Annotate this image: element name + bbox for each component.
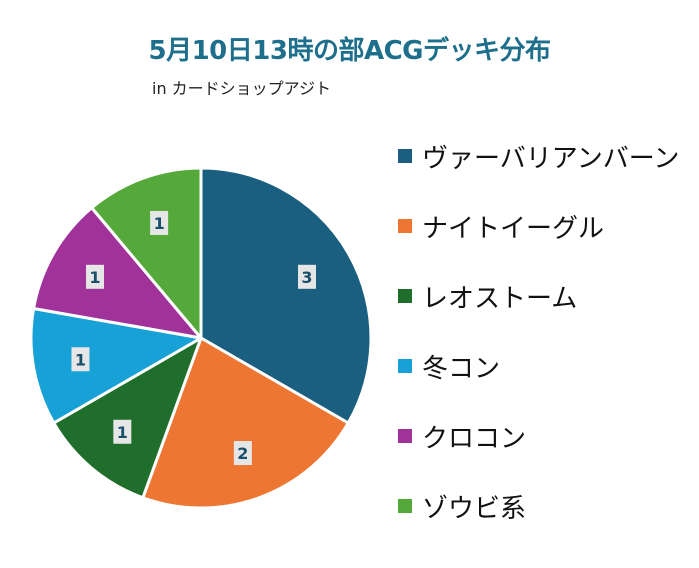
data-label-box: [85, 264, 104, 289]
data-label-box: [150, 210, 169, 235]
data-label-box: [233, 441, 252, 466]
legend-swatch: [398, 499, 412, 513]
legend-item-3: レオストーム: [398, 276, 679, 316]
data-label-box: [298, 264, 317, 289]
legend-label: クロコン: [422, 423, 527, 454]
legend-label: ゾウビ系: [422, 493, 527, 524]
chart-title: 5月10日13時の部ACGデッキ分布: [148, 36, 552, 66]
legend-swatch: [398, 289, 412, 303]
legend-swatch: [398, 219, 412, 233]
legend-label: 冬コン: [422, 353, 501, 384]
pie-data-labels: 3 2 1 1 1 1: [71, 210, 317, 466]
pie-slice-6: [90, 166, 203, 340]
data-label-6: 1: [150, 210, 169, 235]
chart-subtitle: in カードショップアジト: [152, 79, 332, 98]
legend-item-5: クロコン: [398, 416, 679, 456]
data-label-3: 1: [113, 419, 132, 444]
data-label-box: [71, 347, 90, 372]
pie-slice-5: [32, 206, 203, 340]
pie-slice-4: [29, 306, 203, 425]
pie-slice-2: [141, 336, 350, 510]
data-label-2: 2: [233, 441, 252, 466]
legend-label: ヴァーバリアンバーン: [422, 143, 680, 174]
legend-swatch: [398, 429, 412, 443]
legend-item-6: ゾウビ系: [398, 486, 679, 526]
pie-slice-1: [199, 166, 373, 425]
data-label-1: 3: [298, 264, 317, 289]
data-label-4: 1: [71, 347, 90, 372]
legend-item-1: ヴァーバリアンバーン: [398, 136, 679, 176]
pie-slice-3: [52, 336, 203, 500]
data-label-5: 1: [85, 264, 104, 289]
chart-legend: ヴァーバリアンバーン ナイトイーグル レオストーム 冬コンクロコンゾウビ系: [398, 136, 679, 556]
data-label-text: 1: [75, 350, 86, 369]
data-label-text: 1: [117, 423, 128, 442]
data-label-text: 1: [154, 214, 165, 233]
legend-label: ナイトイーグル: [422, 213, 605, 244]
legend-item-4: 冬コン: [398, 346, 679, 386]
data-label-text: 1: [89, 268, 100, 287]
pie-slices: [29, 166, 373, 510]
data-label-text: 2: [237, 444, 248, 463]
legend-swatch: [398, 149, 412, 163]
data-label-box: [113, 419, 132, 444]
legend-swatch: [398, 359, 412, 373]
data-label-text: 3: [301, 268, 312, 287]
legend-item-2: ナイトイーグル: [398, 206, 679, 246]
legend-label: レオストーム: [422, 283, 578, 314]
